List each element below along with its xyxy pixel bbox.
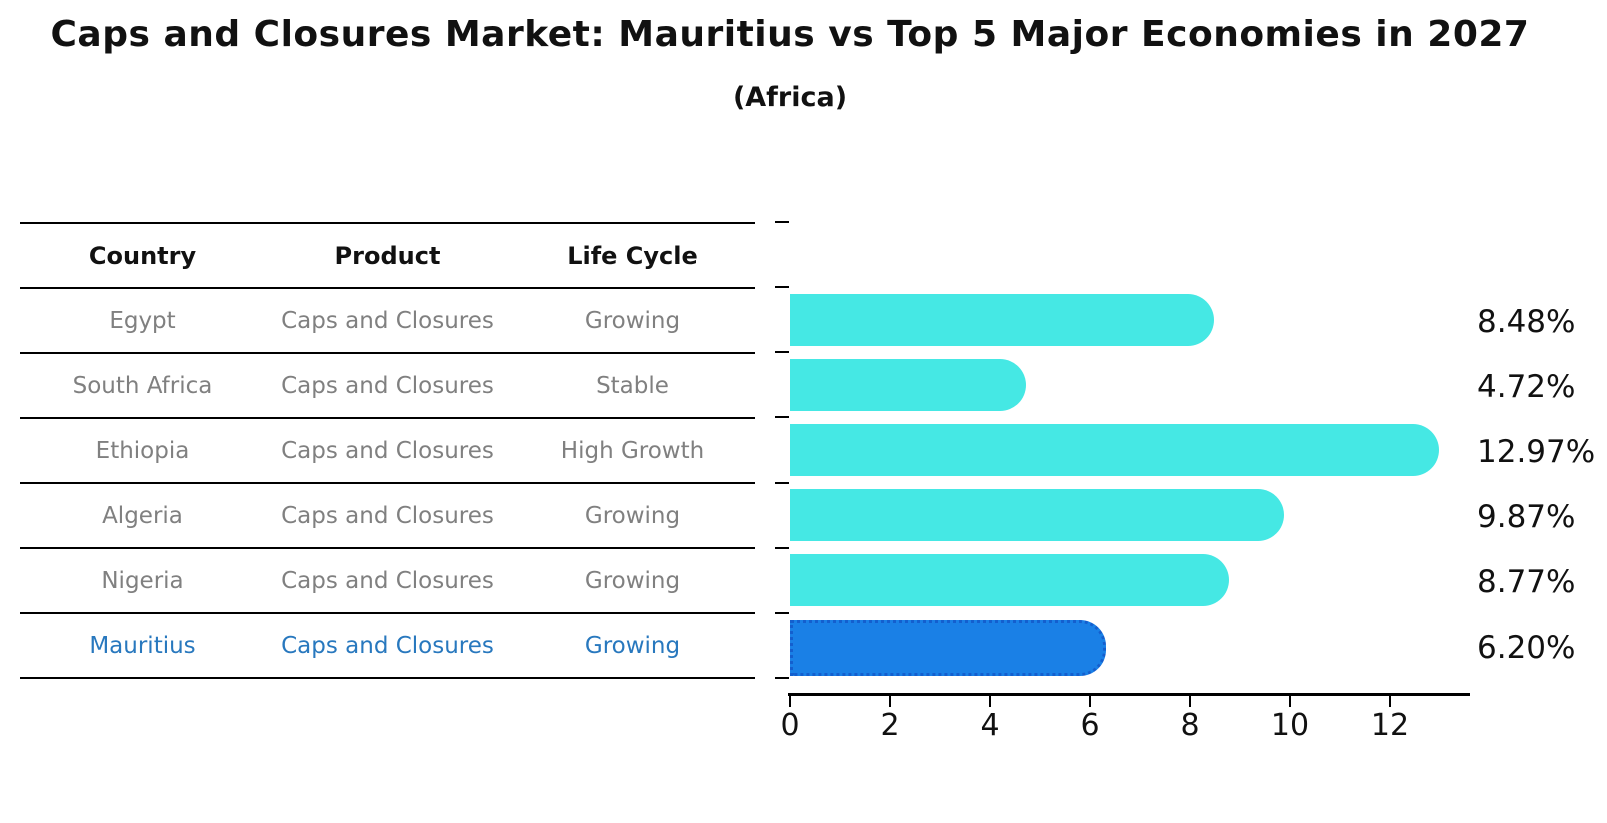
country-cell: Mauritius bbox=[89, 632, 196, 659]
product-cell: Caps and Closures bbox=[281, 502, 494, 529]
y-axis-tick bbox=[775, 221, 789, 223]
y-axis-tick bbox=[775, 416, 789, 419]
value-label-ethiopia: 12.97% bbox=[1477, 434, 1596, 470]
x-axis-tick bbox=[1289, 696, 1291, 707]
bar-mauritius bbox=[790, 619, 1106, 676]
country-cell: Egypt bbox=[109, 307, 176, 334]
x-axis-line bbox=[788, 693, 1470, 696]
x-axis-tick bbox=[1189, 696, 1191, 707]
table-row-south-africa: South Africa Caps and Closures Stable bbox=[20, 354, 755, 419]
x-axis-tick bbox=[989, 696, 991, 707]
lifecycle-cell: Growing bbox=[584, 567, 681, 594]
product-cell: Caps and Closures bbox=[281, 437, 494, 464]
x-axis-tick-label: 2 bbox=[880, 708, 900, 743]
table-row-egypt: Egypt Caps and Closures Growing bbox=[20, 289, 755, 354]
chart-subtitle: (Africa) bbox=[732, 82, 848, 113]
y-axis-tick bbox=[775, 546, 789, 549]
lifecycle-cell: High Growth bbox=[560, 437, 705, 464]
x-axis-tick-label: 10 bbox=[1270, 708, 1310, 743]
x-axis-tick-label: 0 bbox=[780, 708, 800, 743]
country-cell: Algeria bbox=[102, 502, 183, 529]
table-header-row: Country Product Life Cycle bbox=[20, 224, 755, 289]
x-axis-tick-label: 8 bbox=[1180, 708, 1200, 743]
col-header-lifecycle: Life Cycle bbox=[567, 241, 698, 270]
x-axis-tick bbox=[789, 696, 791, 707]
value-label-nigeria: 8.77% bbox=[1477, 564, 1576, 601]
table-row-mauritius: Mauritius Caps and Closures Growing bbox=[20, 614, 755, 679]
x-axis-tick bbox=[1089, 696, 1091, 707]
product-cell: Caps and Closures bbox=[281, 632, 494, 659]
y-axis-tick bbox=[775, 612, 789, 614]
country-cell: Nigeria bbox=[101, 567, 184, 594]
y-axis-tick bbox=[775, 286, 789, 288]
bar-ethiopia bbox=[790, 424, 1439, 476]
table-row-ethiopia: Ethiopia Caps and Closures High Growth bbox=[20, 419, 755, 484]
value-label-mauritius: 6.20% bbox=[1477, 629, 1576, 666]
bar-nigeria bbox=[790, 554, 1229, 607]
y-axis-tick bbox=[775, 481, 789, 484]
x-axis-tick-label: 4 bbox=[980, 708, 1000, 743]
value-label-south-africa: 4.72% bbox=[1477, 368, 1576, 405]
col-header-product: Product bbox=[334, 241, 441, 270]
x-axis-tick bbox=[889, 696, 891, 707]
bar-algeria bbox=[790, 489, 1284, 542]
x-axis-tick bbox=[1389, 696, 1391, 707]
value-label-egypt: 8.48% bbox=[1477, 303, 1576, 340]
chart-title: Caps and Closures Market: Mauritius vs T… bbox=[50, 14, 1530, 55]
lifecycle-cell: Growing bbox=[584, 307, 681, 334]
country-table: Country Product Life Cycle Egypt Caps and… bbox=[20, 222, 755, 679]
y-axis-tick bbox=[775, 677, 789, 680]
table-body: Egypt Caps and Closures Growing South Afric… bbox=[20, 289, 755, 679]
lifecycle-cell: Stable bbox=[596, 372, 669, 399]
bar-south-africa bbox=[790, 358, 1026, 411]
country-cell: South Africa bbox=[72, 372, 213, 399]
x-axis-tick-label: 12 bbox=[1370, 708, 1410, 743]
col-header-country: Country bbox=[88, 241, 197, 270]
table-row-nigeria: Nigeria Caps and Closures Growing bbox=[20, 549, 755, 614]
y-axis-tick bbox=[775, 351, 789, 354]
table-row-algeria: Algeria Caps and Closures Growing bbox=[20, 484, 755, 549]
product-cell: Caps and Closures bbox=[281, 372, 494, 399]
x-axis-tick-label: 6 bbox=[1080, 708, 1100, 743]
lifecycle-cell: Growing bbox=[584, 632, 681, 659]
country-cell: Ethiopia bbox=[95, 437, 190, 464]
product-cell: Caps and Closures bbox=[281, 567, 494, 594]
bar-egypt bbox=[790, 293, 1214, 346]
value-label-algeria: 9.87% bbox=[1477, 499, 1576, 536]
lifecycle-cell: Growing bbox=[584, 502, 681, 529]
product-cell: Caps and Closures bbox=[281, 307, 494, 334]
